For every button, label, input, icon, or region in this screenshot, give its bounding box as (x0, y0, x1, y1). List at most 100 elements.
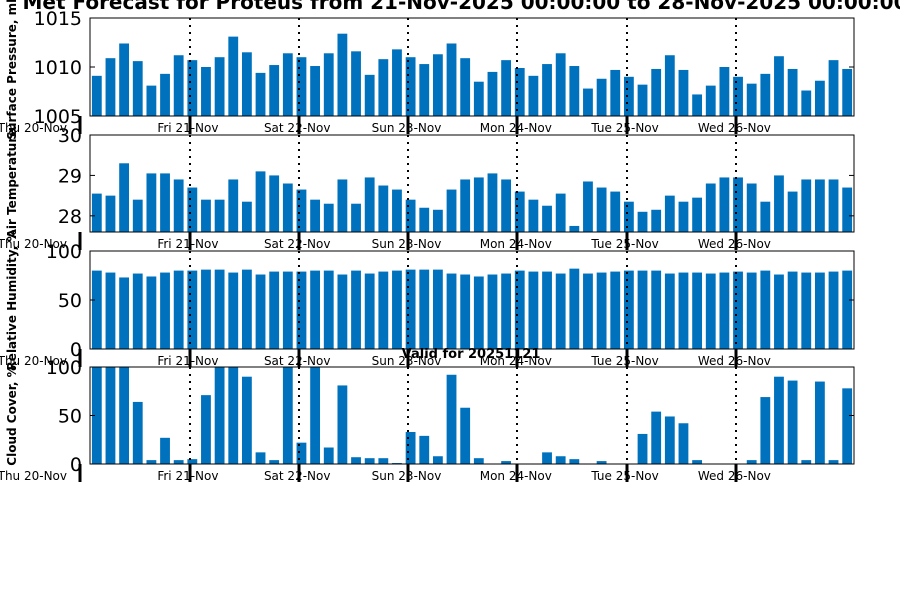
bar (201, 199, 211, 232)
bar (528, 75, 539, 116)
bar (296, 189, 307, 232)
bar (296, 57, 307, 116)
bar (105, 367, 116, 464)
bar (132, 273, 143, 349)
bar (241, 269, 252, 349)
bar (119, 43, 130, 117)
bar (378, 458, 389, 464)
day-label: Mon 24-Nov (480, 121, 552, 135)
bar (774, 376, 784, 464)
panel-frame (89, 134, 855, 233)
bar (432, 209, 443, 232)
day-label: Fri 21-Nov (157, 121, 218, 135)
bar (774, 56, 784, 116)
bar (473, 81, 484, 116)
bar (119, 163, 130, 232)
bar (146, 173, 157, 232)
bar (733, 271, 743, 349)
bar (501, 461, 512, 464)
bar (760, 397, 771, 464)
bar (801, 460, 812, 464)
bar (201, 67, 211, 116)
bar (814, 80, 825, 116)
bar (351, 51, 361, 116)
bar (760, 73, 771, 116)
bar (746, 183, 757, 232)
bar (405, 431, 416, 464)
bar (432, 456, 443, 464)
bar (774, 175, 784, 232)
bar (337, 274, 348, 349)
bar (446, 273, 457, 349)
bar (310, 367, 321, 464)
bar (542, 64, 552, 116)
bar (692, 272, 703, 349)
y-axis-label: Cloud Cover, % (5, 365, 19, 465)
bar (651, 411, 662, 464)
chart-title: Met Forecast for Proteus from 21-Nov-202… (22, 0, 900, 14)
bar (214, 367, 225, 464)
bar (719, 67, 730, 116)
bar (282, 183, 293, 232)
bar (801, 179, 812, 232)
bar (487, 274, 498, 349)
bar (787, 191, 798, 232)
bar (814, 381, 825, 464)
bar (269, 65, 280, 116)
bar (623, 76, 634, 116)
bar (583, 88, 593, 116)
bar (310, 199, 321, 232)
bar (637, 270, 648, 349)
bar (664, 416, 675, 464)
bar (146, 276, 157, 349)
bar (583, 273, 593, 349)
bar (460, 179, 471, 232)
bar (719, 177, 730, 232)
bar (514, 270, 525, 349)
bar (542, 271, 552, 349)
bar (405, 199, 416, 232)
day-label: Wed 26-Nov (698, 354, 771, 368)
bar (323, 270, 334, 349)
bar (173, 179, 184, 232)
y-axis-label: Air Temperature (5, 129, 19, 239)
bar (678, 423, 689, 464)
bar (719, 272, 730, 349)
bar (733, 177, 743, 232)
bar (842, 388, 853, 464)
bar (105, 58, 116, 116)
bar (705, 273, 716, 349)
bar (814, 272, 825, 349)
bar (323, 447, 334, 464)
bar (241, 376, 252, 464)
bar (664, 273, 675, 349)
bar (378, 59, 389, 116)
day-label: Sun 23-Nov (372, 354, 442, 368)
bar (473, 458, 484, 464)
bar (678, 201, 689, 232)
bar (432, 269, 443, 349)
bar (419, 435, 430, 464)
bar (746, 460, 757, 464)
y-tick-label: 28 (58, 206, 82, 228)
bar (364, 177, 375, 232)
bar (160, 437, 170, 464)
bar (187, 459, 198, 464)
bar (282, 367, 293, 464)
bar (419, 64, 430, 116)
bar (801, 272, 812, 349)
bar (828, 271, 839, 349)
bar (787, 68, 798, 116)
bar (378, 185, 389, 232)
bar (514, 67, 525, 116)
day-label: Thu 20-Nov (0, 354, 67, 368)
bar (392, 270, 402, 349)
bar (473, 177, 484, 232)
bar (337, 385, 348, 464)
bar (692, 197, 703, 232)
bar (160, 73, 170, 116)
day-label: Sun 23-Nov (372, 121, 442, 135)
